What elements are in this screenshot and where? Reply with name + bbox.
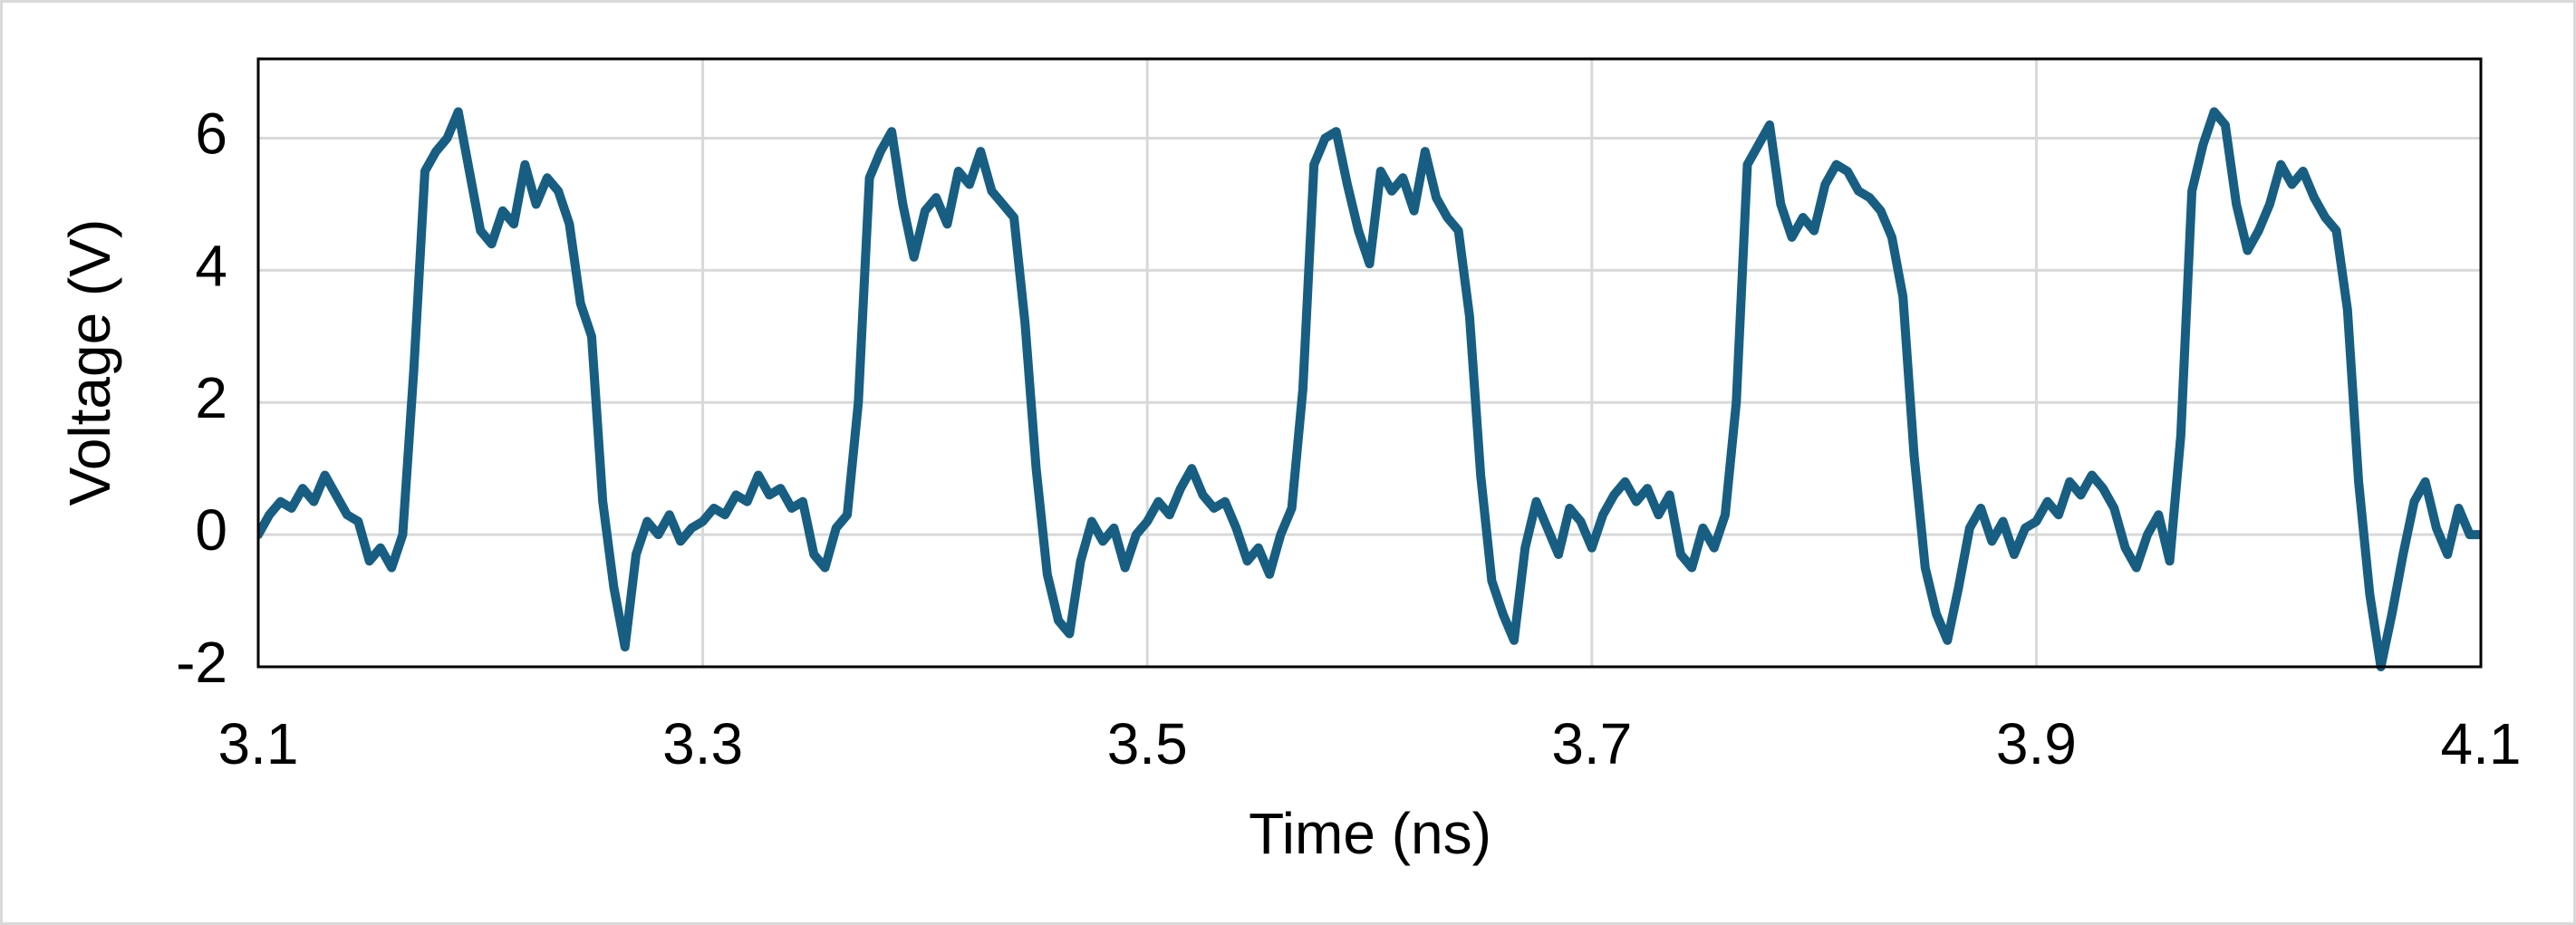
plot-area: [258, 107, 2481, 671]
series-line: [258, 107, 2481, 671]
x-tick-label: 3.3: [662, 711, 743, 776]
x-tick-label: 3.7: [1551, 711, 1632, 776]
x-axis-label: Time (ns): [1249, 801, 1491, 866]
y-tick-label: 6: [195, 101, 227, 166]
plot-border: [256, 57, 2483, 669]
x-tick-label: 3.5: [1107, 711, 1188, 776]
x-tick-label: 3.1: [218, 711, 299, 776]
x-tick-label: 3.9: [1996, 711, 2077, 776]
y-tick-label: 0: [195, 497, 227, 563]
y-tick-label: -2: [176, 630, 227, 695]
x-tick-label: 4.1: [2441, 711, 2522, 776]
y-axis-label: Voltage (V): [57, 219, 122, 506]
y-tick-label: 4: [195, 233, 227, 298]
y-tick-label: 2: [195, 365, 227, 430]
